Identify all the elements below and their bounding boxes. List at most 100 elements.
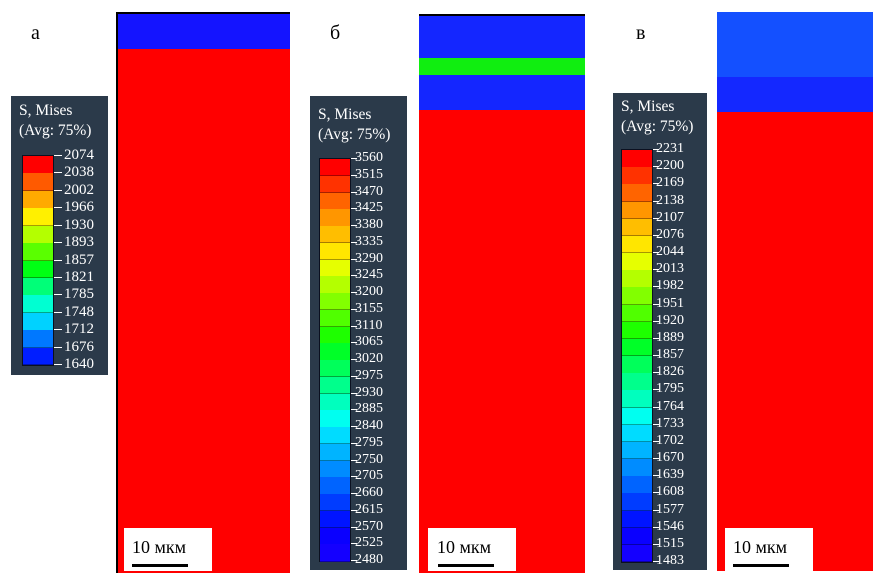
- legend-value: 2002: [64, 182, 94, 198]
- legend-tick: [351, 376, 357, 377]
- legend-swatch: [320, 175, 350, 193]
- legend-tick: [653, 492, 659, 493]
- legend-tick: [54, 190, 62, 191]
- legend-value: 1795: [656, 381, 684, 396]
- legend-tick: [653, 218, 659, 219]
- legend-color-bar: [621, 149, 653, 563]
- legend-tick: [351, 560, 357, 561]
- legend-tick: [351, 493, 357, 494]
- legend-swatch: [320, 192, 350, 210]
- legend-value: 3380: [355, 217, 383, 232]
- legend-value: 2660: [355, 485, 383, 500]
- legend-swatch: [320, 527, 350, 545]
- legend-tick: [54, 364, 62, 365]
- legend-tick: [54, 329, 62, 330]
- legend-swatch: [320, 159, 350, 177]
- legend-value: 2169: [656, 175, 684, 190]
- legend-swatch: [23, 190, 53, 209]
- stress-band: [717, 12, 873, 77]
- legend-value: 3560: [355, 150, 383, 165]
- legend-swatch: [622, 201, 652, 220]
- legend-tick: [351, 242, 357, 243]
- legend-value: 3020: [355, 351, 383, 366]
- legend-value: 1733: [656, 416, 684, 431]
- legend-tick: [54, 347, 62, 348]
- legend-swatch: [23, 295, 53, 314]
- legend-tick: [653, 304, 659, 305]
- stress-band: [118, 14, 290, 49]
- legend-value: 3065: [355, 334, 383, 349]
- scale-bar-line: [733, 564, 789, 567]
- legend-swatch: [622, 235, 652, 254]
- legend-swatch: [320, 460, 350, 478]
- legend-swatch: [320, 477, 350, 495]
- legend-tick: [653, 201, 659, 202]
- legend-value: 2975: [355, 368, 383, 383]
- legend-swatch: [23, 260, 53, 279]
- legend-value: 2231: [656, 141, 684, 156]
- legend-swatch: [320, 410, 350, 428]
- legend-swatch: [622, 218, 652, 237]
- legend-value: 2705: [355, 468, 383, 483]
- legend-swatch: [23, 156, 53, 174]
- legend-tick: [351, 342, 357, 343]
- legend-swatch: [622, 510, 652, 529]
- legend-title: S, Mises: [318, 106, 372, 123]
- legend-title: S, Mises: [19, 102, 73, 119]
- legend-title: S, Mises: [621, 98, 675, 115]
- scale-bar-label: 10 мкм: [132, 537, 187, 557]
- legend-value: 1785: [64, 286, 94, 302]
- legend-value: 3200: [355, 284, 383, 299]
- legend-tick: [351, 359, 357, 360]
- legend-value: 2076: [656, 227, 684, 242]
- legend-value: 2615: [355, 502, 383, 517]
- mises-legend-b: S, Mises (Avg: 75%) 3560 3515 3470 3425 3380…: [310, 96, 407, 570]
- stress-band: [118, 49, 290, 573]
- legend-swatch: [23, 173, 53, 192]
- legend-swatch: [23, 312, 53, 331]
- mises-legend-a: S, Mises (Avg: 75%) 2074 2038 2002 1966 1930…: [11, 96, 108, 375]
- scale-bar-label: 10 мкм: [733, 537, 788, 557]
- legend-tick: [351, 192, 357, 193]
- legend-swatch: [622, 373, 652, 391]
- legend-tick: [653, 166, 659, 167]
- legend-tick: [351, 175, 357, 176]
- legend-swatch: [320, 209, 350, 227]
- legend-tick: [653, 149, 659, 150]
- legend-value: 1920: [656, 313, 684, 328]
- legend-value: 3515: [355, 167, 383, 182]
- legend-tick: [653, 269, 659, 270]
- stress-map-a: [116, 12, 290, 573]
- legend-value: 2200: [656, 158, 684, 173]
- legend-tick: [653, 183, 659, 184]
- legend-value: 2750: [355, 452, 383, 467]
- legend-tick: [351, 409, 357, 410]
- stress-band: [419, 58, 585, 75]
- legend-value: 1889: [656, 330, 684, 345]
- legend-value: 3245: [355, 267, 383, 282]
- legend-tick: [351, 259, 357, 260]
- legend-value: 2570: [355, 519, 383, 534]
- legend-value: 2885: [355, 401, 383, 416]
- legend-value: 1670: [656, 450, 684, 465]
- legend-value: 1483: [656, 553, 684, 568]
- legend-tick: [54, 294, 62, 295]
- legend-tick: [653, 458, 659, 459]
- legend-swatch: [622, 338, 652, 357]
- panel-label-b: б: [330, 22, 341, 44]
- mises-legend-v: S, Mises (Avg: 75%) 2231 2200 2169 2138 2107…: [613, 93, 707, 570]
- scale-bar-label: 10 мкм: [437, 537, 492, 557]
- legend-tick: [653, 338, 659, 339]
- legend-value: 2107: [656, 210, 684, 225]
- legend-tick: [351, 326, 357, 327]
- legend-swatch: [320, 326, 350, 344]
- legend-value: 3290: [355, 251, 383, 266]
- legend-swatch: [622, 150, 652, 168]
- panel-label-a: а: [31, 22, 40, 44]
- legend-swatch: [622, 441, 652, 460]
- legend-value: 3155: [355, 301, 383, 316]
- legend-value: 1702: [656, 433, 684, 448]
- legend-subtitle: (Avg: 75%): [621, 118, 694, 135]
- legend-tick: [351, 208, 357, 209]
- legend-tick: [54, 155, 62, 156]
